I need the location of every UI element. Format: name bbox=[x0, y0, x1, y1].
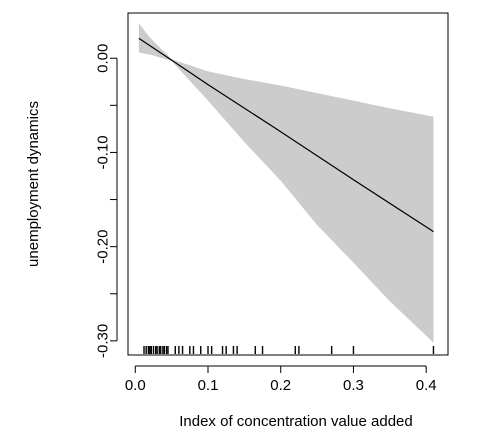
fit-line bbox=[138, 37, 434, 233]
fit-line-layer bbox=[138, 37, 434, 233]
x-tick-label: 0.0 bbox=[125, 377, 146, 394]
x-tick-label: 0.4 bbox=[416, 377, 437, 394]
y-tick-label: -0.20 bbox=[95, 230, 112, 264]
y-tick-label: -0.10 bbox=[95, 135, 112, 169]
x-axis: 0.0 0.1 0.2 0.3 0.4 bbox=[125, 365, 437, 394]
y-tick-label: 0.00 bbox=[95, 44, 112, 73]
x-tick-label: 0.2 bbox=[270, 377, 291, 394]
x-tick-label: 0.3 bbox=[343, 377, 364, 394]
x-axis-label: Index of concentration value added bbox=[179, 413, 413, 430]
plot-frame bbox=[127, 12, 449, 356]
x-tick-label: 0.1 bbox=[198, 377, 219, 394]
confidence-band-layer bbox=[138, 23, 434, 343]
y-tick-label: -0.30 bbox=[95, 324, 112, 358]
y-axis: 0.00 -0.10 -0.20 -0.30 bbox=[95, 44, 118, 358]
y-axis-label: unemployment dynamics bbox=[25, 101, 42, 267]
confidence-band bbox=[138, 23, 434, 343]
rug-layer bbox=[143, 346, 435, 354]
